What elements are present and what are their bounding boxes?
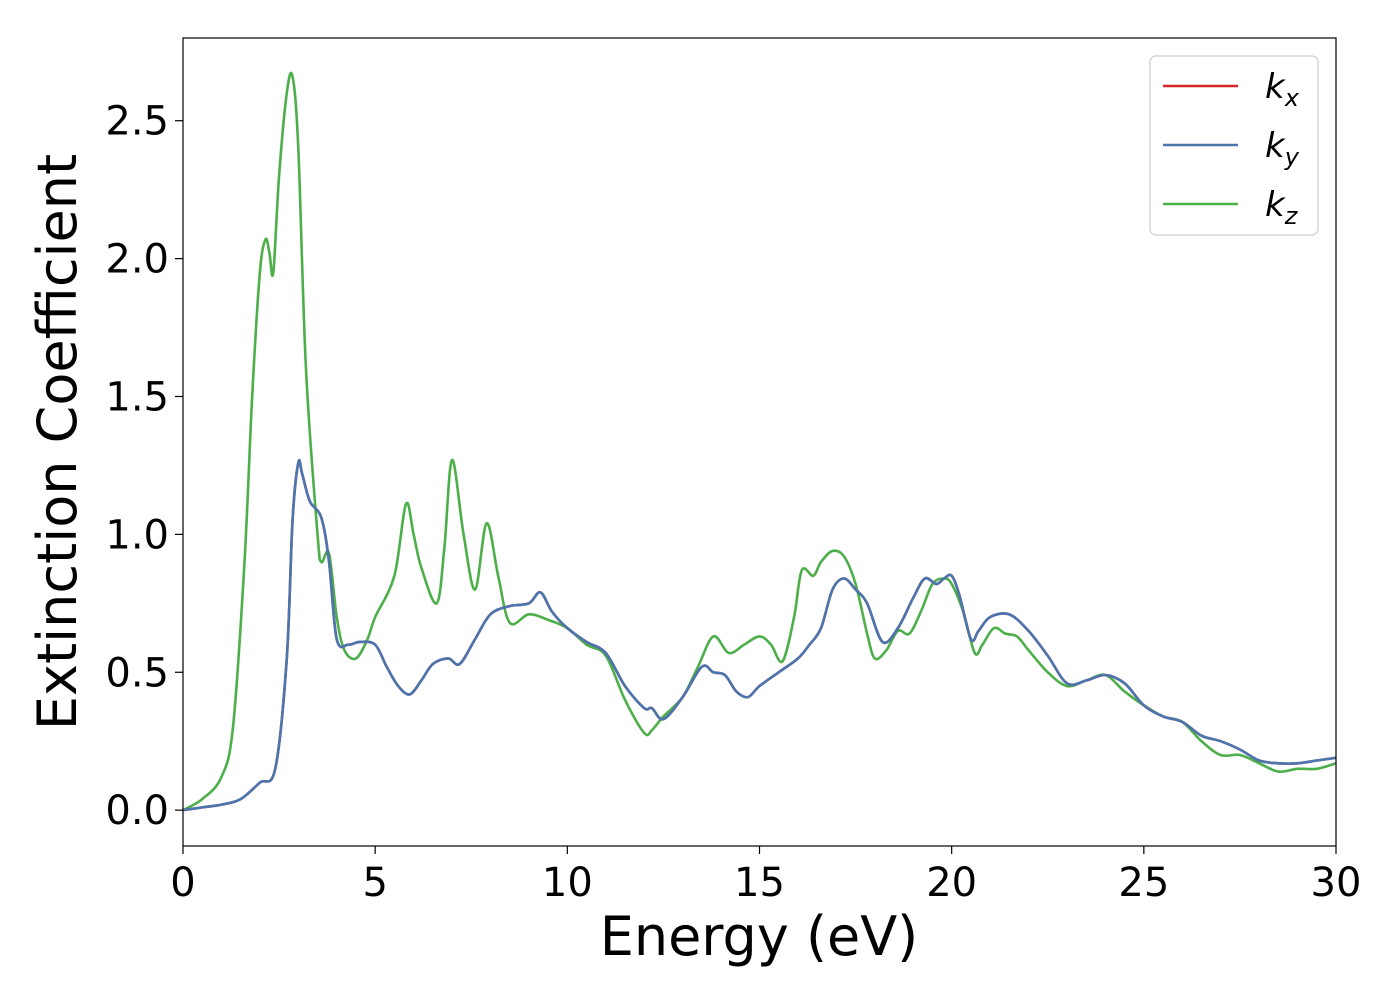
y-axis-label: Extinction Coefficient <box>26 154 89 730</box>
x-tick-label: 10 <box>542 860 593 906</box>
series-line-y <box>183 458 1336 812</box>
x-tick-label: 25 <box>1118 860 1169 906</box>
x-axis-label: Energy (eV) <box>600 905 919 968</box>
y-tick-label: 0.5 <box>105 650 169 696</box>
legend-label-y: ky <box>1265 126 1300 171</box>
legend-items: kx ky kz <box>1163 67 1300 230</box>
x-tick-label: 30 <box>1311 860 1362 906</box>
x-tick-label: 15 <box>734 860 785 906</box>
y-tick-label: 2.5 <box>105 99 169 145</box>
y-tick-label: 2.0 <box>105 237 169 283</box>
series-layer <box>183 71 1336 812</box>
x-tick-label: 20 <box>926 860 977 906</box>
ticks-layer: 0 5 10 15 20 25 30 0.0 0.5 1.0 1.5 2.0 2.5 <box>105 99 1361 906</box>
y-tick-label: 0.0 <box>105 788 169 834</box>
legend: kx ky kz <box>1149 55 1319 236</box>
legend-label-x: kx <box>1265 67 1300 112</box>
y-tick-label: 1.5 <box>105 374 169 420</box>
x-tick-label: 0 <box>170 860 195 906</box>
legend-label-z: kz <box>1265 185 1299 230</box>
x-tick-label: 5 <box>362 860 387 906</box>
series-line-z <box>183 71 1336 812</box>
y-tick-label: 1.0 <box>105 512 169 558</box>
